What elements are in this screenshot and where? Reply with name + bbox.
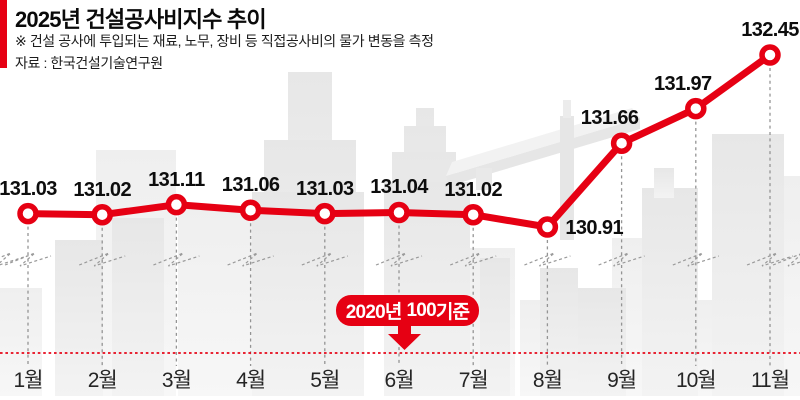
badge-prefix: 2020년 bbox=[345, 302, 403, 323]
data-point-marker bbox=[610, 132, 633, 154]
badge-strong: 100 bbox=[406, 299, 437, 321]
baseline-badge: 2020년 100 기준 bbox=[336, 295, 479, 326]
x-axis-month-label: 6월 bbox=[384, 369, 415, 392]
axis-break-mark bbox=[746, 252, 794, 267]
city-skyline-background bbox=[0, 72, 800, 396]
x-axis-month-label: 7월 bbox=[458, 369, 489, 392]
badge-arrow bbox=[388, 323, 421, 350]
data-point-marker bbox=[536, 216, 559, 238]
x-axis-month-label: 3월 bbox=[161, 369, 192, 392]
x-axis-month-label: 9월 bbox=[607, 369, 637, 392]
data-point-marker bbox=[165, 193, 188, 216]
data-point-marker bbox=[17, 202, 39, 225]
chart-note: ※ 건설 공사에 투입되는 재료, 노무, 장비 등 직접공사비의 물가 변동을… bbox=[15, 33, 434, 49]
value-label: 132.45 bbox=[741, 18, 799, 41]
value-label: 131.03 bbox=[0, 177, 57, 200]
title-accent-bar bbox=[0, 0, 7, 68]
data-point-marker bbox=[462, 203, 484, 226]
axis-break-mark bbox=[375, 252, 423, 267]
data-point-marker bbox=[239, 199, 262, 221]
value-label: 131.66 bbox=[580, 107, 639, 130]
value-label: 131.03 bbox=[296, 177, 354, 200]
axis-break-mark bbox=[153, 252, 200, 267]
value-label: 131.02 bbox=[444, 178, 502, 201]
value-label: 131.06 bbox=[221, 174, 280, 197]
x-axis-month-label: 8월 bbox=[532, 369, 563, 392]
data-point-marker bbox=[314, 202, 336, 225]
axis-break-mark bbox=[449, 252, 497, 267]
axis-break-mark bbox=[598, 252, 645, 267]
axis-break-mark bbox=[524, 252, 571, 267]
badge-suffix: 기준 bbox=[435, 302, 470, 323]
value-label: 131.97 bbox=[654, 72, 712, 95]
value-label: 131.04 bbox=[370, 176, 428, 199]
axis-break-mark bbox=[672, 252, 719, 267]
x-axis-month-label: 10월 bbox=[675, 369, 717, 392]
chart-source: 자료 : 한국건설기술연구원 bbox=[15, 55, 163, 71]
x-axis-month-label: 1월 bbox=[13, 369, 44, 392]
data-point-marker bbox=[685, 97, 707, 120]
axis-break-mark bbox=[78, 252, 126, 267]
axis-break-mark bbox=[4, 252, 52, 267]
value-label: 131.11 bbox=[148, 168, 205, 191]
x-axis-month-label: 5월 bbox=[310, 369, 340, 392]
value-label: 131.02 bbox=[73, 178, 131, 201]
data-point-marker bbox=[388, 201, 410, 224]
construction-crane-silhouette bbox=[446, 100, 640, 240]
x-axis-month-label: 2월 bbox=[87, 369, 118, 392]
x-axis-month-label: 4월 bbox=[236, 369, 266, 392]
data-point-marker bbox=[91, 203, 113, 226]
chart-title: 2025년 건설공사비지수 추이 bbox=[15, 7, 267, 32]
data-point-marker bbox=[759, 44, 781, 66]
axis-break-mark bbox=[227, 252, 274, 267]
axis-break-mark bbox=[0, 252, 28, 266]
axis-break-mark bbox=[301, 252, 348, 267]
value-label: 130.91 bbox=[565, 217, 623, 239]
x-axis-month-label: 11월 bbox=[750, 369, 790, 392]
